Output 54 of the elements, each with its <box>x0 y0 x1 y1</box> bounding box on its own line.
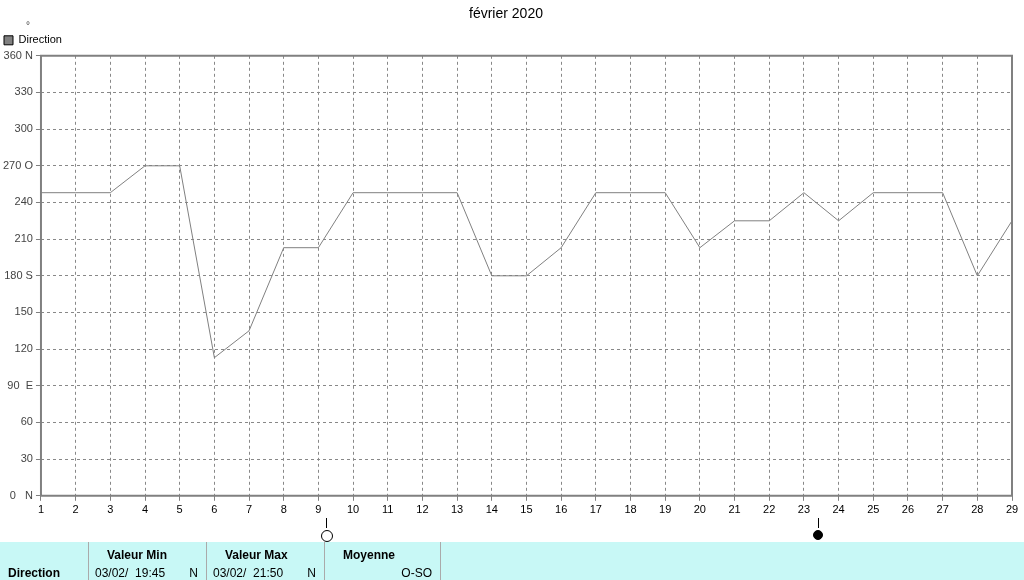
x-tick-label: 12 <box>416 503 429 516</box>
y-tick-label: 90 E <box>7 378 33 391</box>
text: Moyenne <box>343 548 396 562</box>
x-tick-label: 6 <box>211 503 218 516</box>
y-tick-label: 60 <box>20 415 33 428</box>
x-tick-label: 22 <box>763 503 776 516</box>
x-tick-label: 26 <box>901 503 915 516</box>
y-tick-label: 0 N <box>9 488 34 501</box>
x-tick-label: 19 <box>659 503 672 516</box>
text: O-SO <box>401 566 432 580</box>
x-tick-label: 11 <box>382 503 394 516</box>
x-tick-label: 9 <box>315 503 322 516</box>
text: Valeur Min <box>107 548 168 562</box>
y-tick-label: 300 <box>14 122 33 135</box>
text: N <box>307 566 316 580</box>
x-tick-label: 18 <box>624 503 637 516</box>
text: Valeur Max <box>225 548 288 562</box>
y-tick-label: 210 <box>14 232 33 245</box>
x-tick-label: 23 <box>797 503 811 516</box>
x-tick-label: 5 <box>176 503 183 516</box>
text: Direction <box>8 566 61 580</box>
x-tick-label: 21 <box>728 503 741 516</box>
x-tick-label: 29 <box>1005 503 1019 516</box>
text: 03/02/ 21:50 <box>213 566 284 580</box>
text: 03/02/ 19:45 <box>95 566 166 580</box>
y-tick-label: 180 S <box>4 268 33 281</box>
x-tick-label: 7 <box>245 503 253 516</box>
y-tick-label: 240 <box>14 195 33 208</box>
x-tick-label: 20 <box>693 503 707 516</box>
text: N <box>189 566 198 580</box>
x-tick-label: 16 <box>555 503 568 516</box>
x-tick-label: 8 <box>280 503 287 516</box>
legend-label: Direction <box>18 33 62 46</box>
x-tick-label: 14 <box>485 503 498 516</box>
x-tick-label: 27 <box>936 503 949 516</box>
x-tick-label: 2 <box>72 503 79 516</box>
x-tick-label: 1 <box>37 503 45 516</box>
y-tick-label: 360 N <box>3 48 34 61</box>
y-tick-label: 150 <box>14 305 33 318</box>
y-axis-title: ° <box>26 19 30 31</box>
y-tick-label: 270 O <box>3 158 34 171</box>
x-tick-label: 4 <box>141 503 149 516</box>
x-tick-label: 24 <box>832 503 845 516</box>
x-tick-label: 10 <box>346 503 360 516</box>
x-tick-label: 3 <box>107 503 114 516</box>
y-tick-label: 30 <box>20 452 33 465</box>
x-tick-label: 15 <box>520 503 533 516</box>
x-tick-label: 28 <box>971 503 984 516</box>
y-tick-label: 120 <box>14 342 33 355</box>
x-tick-label: 25 <box>867 503 880 516</box>
x-tick-label: 13 <box>451 503 464 516</box>
y-tick-label: 330 <box>14 85 33 98</box>
chart-title: février 2020 <box>469 5 544 22</box>
x-tick-label: 17 <box>589 503 602 516</box>
